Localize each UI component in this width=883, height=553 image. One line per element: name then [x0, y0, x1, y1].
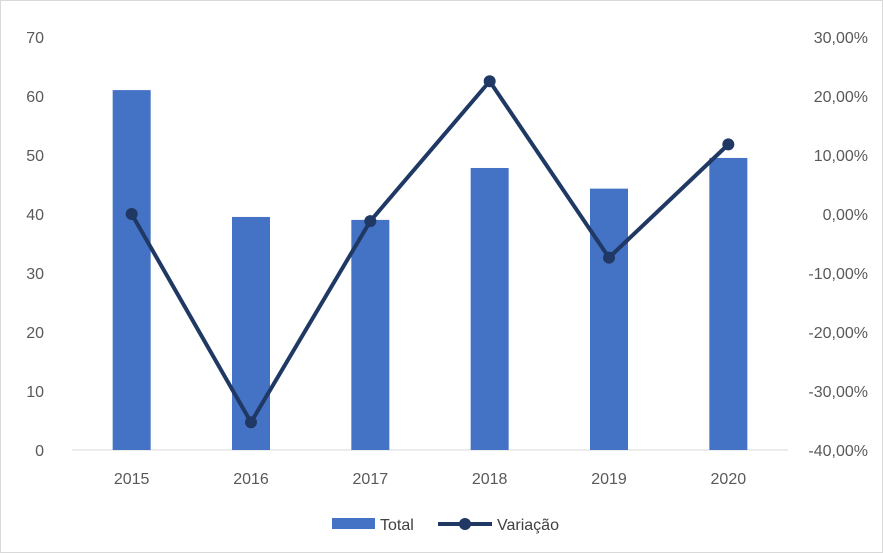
- left-tick-label: 10: [26, 384, 44, 401]
- legend-swatch-total: [332, 518, 375, 529]
- line-variacao: [125, 75, 735, 429]
- x-tick-label: 2020: [711, 471, 747, 488]
- legend-swatch-variacao-marker: [459, 518, 471, 530]
- left-tick-label: 0: [35, 443, 44, 460]
- left-tick-label: 70: [26, 30, 44, 47]
- left-axis-ticks: 0 10 20 30 40 50 60 70: [26, 30, 44, 460]
- right-tick-label: -40,00%: [808, 443, 868, 460]
- bar-total-2015: [112, 90, 151, 450]
- point-variacao-2020: [722, 138, 735, 151]
- bars-total: [112, 90, 748, 451]
- x-tick-label: 2015: [114, 471, 150, 488]
- right-tick-label: 20,00%: [814, 89, 868, 106]
- left-tick-label: 20: [26, 325, 44, 342]
- bar-total-2019: [590, 188, 628, 450]
- right-tick-label: -20,00%: [808, 325, 868, 342]
- right-tick-label: 10,00%: [814, 148, 868, 165]
- point-variacao-2015: [125, 208, 138, 220]
- x-tick-label: 2017: [353, 471, 389, 488]
- left-tick-label: 50: [26, 148, 44, 165]
- point-variacao-2018: [483, 75, 496, 88]
- x-axis-ticks: 2015 2016 2017 2018 2019 2020: [114, 471, 746, 488]
- right-tick-label: 0,00%: [823, 207, 868, 224]
- legend-label-variacao: Variação: [497, 517, 559, 534]
- bar-total-2016: [232, 216, 270, 450]
- right-tick-label: -30,00%: [808, 384, 868, 401]
- x-tick-label: 2019: [591, 471, 627, 488]
- point-variacao-2019: [603, 251, 615, 264]
- left-tick-label: 40: [26, 207, 44, 224]
- legend: Total Variação: [332, 517, 559, 534]
- bar-total-2018: [470, 167, 509, 451]
- left-tick-label: 60: [26, 89, 44, 106]
- x-tick-label: 2018: [472, 471, 508, 488]
- legend-label-total: Total: [380, 517, 414, 534]
- point-variacao-2016: [245, 416, 257, 429]
- line-variacao-path: [129, 79, 730, 425]
- x-tick-label: 2016: [233, 471, 269, 488]
- right-tick-label: 30,00%: [814, 30, 868, 47]
- right-axis-ticks: -40,00% -30,00% -20,00% -10,00% 0,00% 10,00% 2…: [808, 30, 868, 460]
- point-variacao-2017: [364, 215, 377, 228]
- right-tick-label: -10,00%: [808, 266, 868, 283]
- bar-total-2017: [351, 219, 390, 450]
- bar-total-2020: [709, 157, 748, 450]
- left-tick-label: 30: [26, 266, 44, 283]
